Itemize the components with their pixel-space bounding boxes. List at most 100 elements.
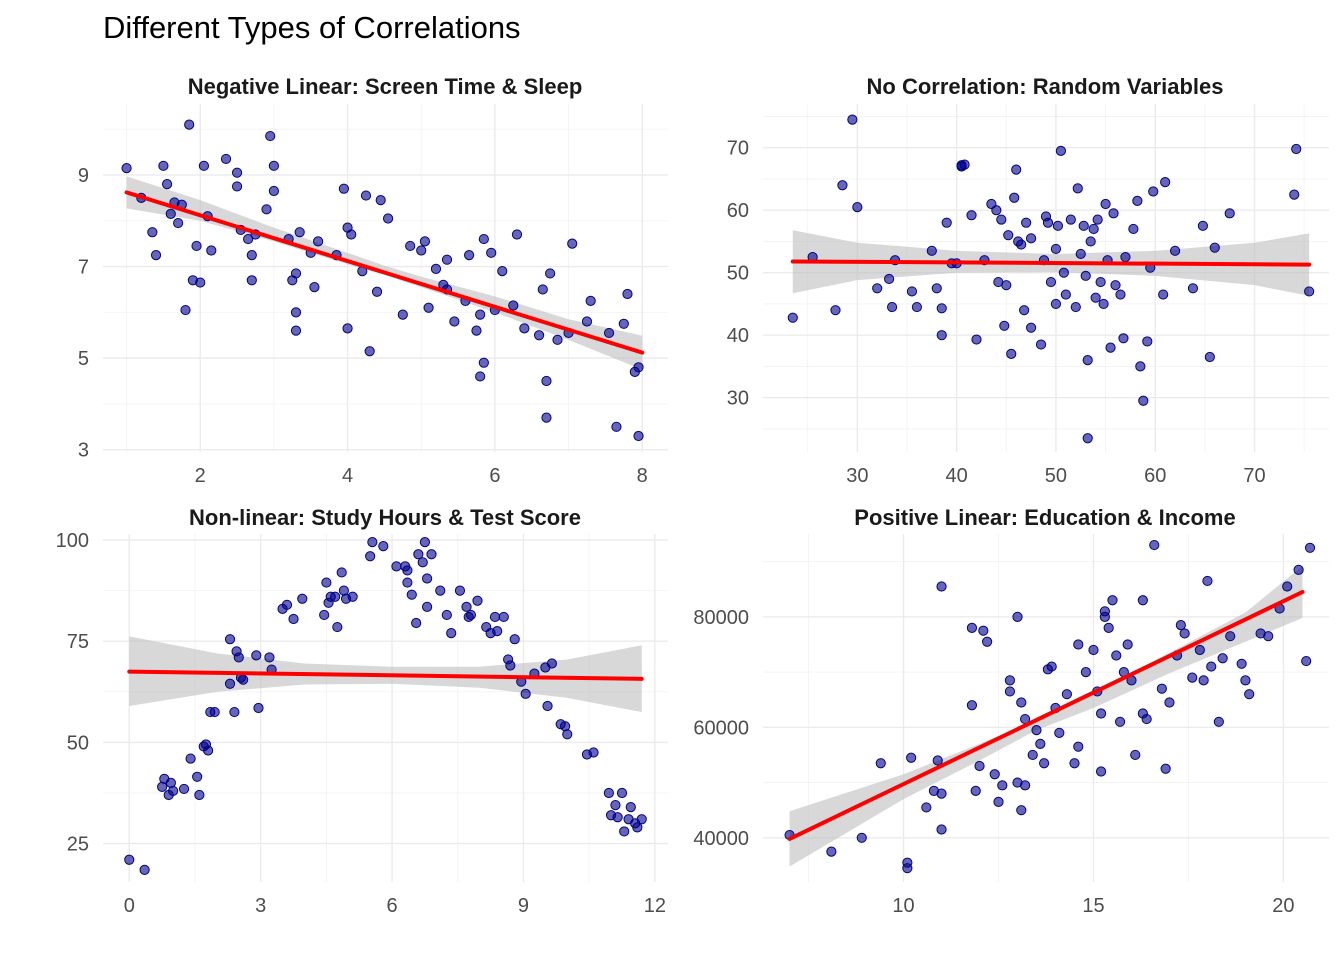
data-point	[1149, 539, 1160, 551]
data-point	[611, 421, 622, 432]
data-point	[1050, 298, 1062, 310]
data-point	[936, 788, 947, 799]
data-point	[1061, 689, 1072, 700]
data-point	[989, 769, 1000, 780]
data-point	[1236, 658, 1247, 669]
data-point	[1092, 214, 1103, 225]
data-point	[492, 626, 503, 637]
data-point	[542, 700, 553, 712]
data-point	[371, 286, 383, 297]
data-point	[546, 658, 558, 669]
data-point	[441, 254, 453, 265]
data-point	[224, 678, 236, 689]
data-point	[158, 160, 169, 171]
data-point	[610, 800, 621, 811]
data-point	[1075, 248, 1086, 260]
data-point	[911, 301, 923, 313]
y-tick-label: 75	[67, 631, 89, 653]
data-point	[936, 581, 947, 592]
y-tick-label: 60000	[693, 717, 749, 739]
data-point	[229, 706, 240, 718]
data-point	[281, 599, 293, 610]
data-point	[1039, 758, 1050, 769]
data-point	[1027, 749, 1038, 761]
data-point	[268, 185, 279, 197]
regression-line	[127, 669, 644, 681]
data-point	[1095, 708, 1107, 719]
data-point	[446, 628, 457, 639]
data-point	[472, 595, 483, 606]
x-tick-label: 3	[255, 895, 266, 917]
data-point	[486, 247, 497, 258]
data-point	[1004, 686, 1016, 697]
panel-title: No Correlation: Random Variables	[867, 74, 1224, 99]
data-point	[1065, 214, 1076, 225]
data-point	[405, 240, 416, 252]
data-point	[1209, 242, 1220, 253]
data-point	[1179, 628, 1190, 639]
data-point	[290, 325, 302, 336]
data-point	[906, 752, 917, 763]
data-point	[1011, 164, 1022, 175]
data-point	[1142, 336, 1153, 347]
data-point	[1099, 606, 1110, 617]
data-point	[847, 114, 858, 125]
data-point	[139, 864, 150, 875]
data-point	[996, 214, 1007, 225]
data-point	[1080, 666, 1091, 678]
data-point	[1244, 689, 1255, 700]
x-tick-label: 8	[637, 465, 648, 487]
data-point	[966, 700, 978, 711]
data-point	[552, 334, 563, 345]
y-tick-label: 7	[78, 257, 89, 279]
data-point	[264, 652, 275, 663]
data-point	[288, 613, 299, 625]
data-point	[231, 181, 243, 192]
data-point	[562, 729, 573, 740]
data-point	[1082, 433, 1093, 444]
data-point	[1289, 189, 1300, 200]
data-point	[192, 771, 203, 782]
panel-positive-linear: 10 15 20 40000 60000 80000 Positive Linear: Ed…	[693, 505, 1329, 917]
data-point	[1120, 251, 1131, 263]
data-point	[959, 159, 970, 170]
data-point	[993, 796, 1004, 808]
data-point	[633, 430, 644, 442]
data-point	[185, 753, 196, 764]
y-tick-label: 9	[78, 165, 89, 187]
data-point	[191, 240, 202, 252]
data-point	[1148, 186, 1159, 197]
data-point	[971, 334, 982, 345]
data-point	[886, 301, 898, 313]
data-point	[441, 609, 452, 621]
data-point	[1016, 697, 1027, 708]
data-point	[1012, 611, 1023, 622]
data-point	[1160, 176, 1171, 188]
data-point	[1098, 298, 1109, 310]
regression-line	[790, 259, 1312, 267]
data-point	[165, 208, 176, 219]
data-point	[161, 179, 173, 190]
data-point	[622, 288, 633, 300]
data-point	[1054, 727, 1065, 738]
data-point	[978, 625, 989, 636]
data-point	[1194, 644, 1205, 656]
data-point	[422, 601, 433, 612]
data-point	[1213, 716, 1224, 727]
data-point	[1137, 595, 1148, 606]
data-point	[364, 346, 375, 357]
data-point	[1263, 631, 1274, 642]
x-tick-label: 2	[195, 465, 206, 487]
data-point	[1122, 639, 1133, 650]
y-tick-label: 70	[727, 138, 749, 160]
data-point	[336, 567, 347, 578]
data-point	[220, 153, 232, 165]
data-point	[970, 785, 981, 796]
data-point	[1206, 661, 1217, 672]
x-tick-label: 50	[1045, 465, 1067, 487]
data-point	[297, 593, 308, 604]
data-point	[1110, 280, 1121, 291]
data-point	[1046, 661, 1057, 672]
data-point	[416, 245, 427, 256]
data-point	[375, 195, 386, 206]
